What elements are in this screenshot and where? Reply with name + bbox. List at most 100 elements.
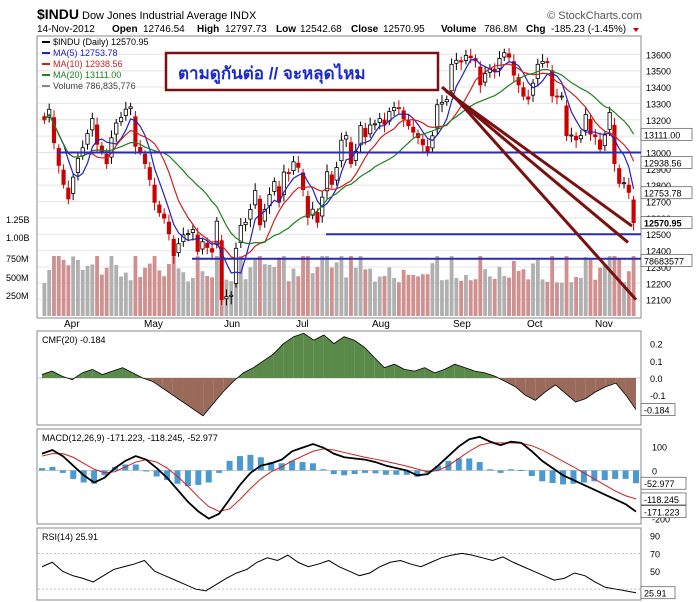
macd-histogram-bar bbox=[164, 470, 171, 481]
rsi-tick-label: 90 bbox=[650, 531, 660, 541]
price-tick-label: 13600 bbox=[646, 50, 671, 60]
macd-tag-box bbox=[640, 476, 687, 490]
volume-bar bbox=[435, 256, 440, 316]
volume-bar bbox=[401, 269, 406, 316]
candle-body bbox=[420, 138, 425, 146]
candle-body bbox=[186, 233, 191, 235]
volume-bar bbox=[607, 256, 612, 316]
candle-body bbox=[75, 157, 81, 173]
volume-bar bbox=[167, 264, 171, 316]
cmf-area-segment bbox=[253, 360, 264, 378]
candle-body bbox=[588, 119, 593, 135]
candle-body bbox=[593, 134, 598, 138]
macd-histogram-bar bbox=[299, 462, 306, 471]
macd-histogram-bar bbox=[49, 466, 56, 471]
candle-body bbox=[128, 106, 133, 109]
macd-histogram-bar bbox=[466, 458, 473, 471]
volume-bar bbox=[574, 277, 579, 316]
price-tick-label: 12400 bbox=[646, 247, 671, 257]
month-label: May bbox=[144, 319, 163, 330]
volume-bar bbox=[114, 265, 119, 316]
macd-histogram-bar bbox=[507, 469, 514, 471]
low-value: 12542.68 bbox=[300, 24, 342, 35]
candle-body bbox=[545, 61, 550, 64]
quote-date: 14-Nov-2012 bbox=[37, 24, 95, 35]
volume-bar bbox=[377, 276, 382, 316]
price-tick-label: 13000 bbox=[646, 148, 671, 158]
index-name: Dow Jones Industrial Average bbox=[82, 10, 227, 22]
macd-line bbox=[41, 435, 637, 520]
volume-bar bbox=[109, 256, 114, 316]
symbol: $INDU bbox=[37, 6, 79, 22]
cmf-area-segment bbox=[595, 378, 606, 392]
volume-bar bbox=[416, 276, 420, 316]
candle-body bbox=[516, 77, 521, 86]
candle-body bbox=[176, 243, 181, 254]
price-tick-label: 12200 bbox=[646, 279, 671, 289]
price-tick-label: 13200 bbox=[646, 116, 671, 126]
candle-body bbox=[617, 168, 622, 184]
candle-body bbox=[459, 60, 464, 63]
candle-body bbox=[152, 184, 157, 203]
price-tag: 13111.00 bbox=[644, 130, 680, 140]
macd-signal-line bbox=[41, 442, 637, 512]
price-tick-label: 12900 bbox=[646, 165, 671, 175]
rsi-line bbox=[41, 552, 637, 594]
candle-body bbox=[540, 60, 545, 64]
candles bbox=[42, 48, 636, 306]
macd-histogram-bar bbox=[216, 470, 223, 473]
candle-body bbox=[118, 117, 124, 123]
candle-body bbox=[339, 139, 344, 162]
macd-histogram-bar bbox=[612, 470, 619, 479]
volume-bar bbox=[578, 277, 583, 316]
macd-histogram-bar bbox=[257, 457, 264, 471]
price-tag: 12753.78 bbox=[644, 189, 682, 199]
volume-bar bbox=[200, 271, 205, 316]
volume-bar bbox=[133, 256, 138, 316]
legend-entry: MA(20) 13111.00 bbox=[53, 70, 121, 80]
volume-bar bbox=[353, 267, 358, 316]
cmf-area-segment bbox=[565, 378, 576, 403]
volume-bar bbox=[267, 264, 272, 316]
volume-bar bbox=[42, 283, 47, 316]
rsi-tick-label: 50 bbox=[650, 567, 660, 577]
moving-average-lines bbox=[43, 58, 635, 274]
macd-histogram-bar bbox=[289, 460, 296, 471]
candle-body bbox=[229, 294, 234, 297]
cmf-area-segment bbox=[535, 378, 546, 401]
cmf-area-segment bbox=[263, 353, 274, 378]
candle-body bbox=[286, 172, 291, 174]
volume-bar bbox=[363, 269, 368, 316]
cmf-area-segment bbox=[394, 364, 405, 378]
price-tag: 78683577 bbox=[644, 256, 684, 266]
candle-body bbox=[368, 124, 373, 135]
volume-bar bbox=[104, 267, 109, 316]
candle-body bbox=[382, 119, 387, 125]
candle-body bbox=[61, 169, 66, 185]
macd-histogram-bar bbox=[622, 470, 629, 479]
volume-bar bbox=[152, 256, 157, 316]
month-label: Jul bbox=[296, 319, 309, 330]
volume-bar bbox=[186, 281, 191, 316]
volume-bar bbox=[487, 276, 492, 316]
open-value: 12746.54 bbox=[143, 24, 185, 35]
candle-body bbox=[526, 96, 531, 100]
month-label: Jun bbox=[224, 319, 240, 330]
candle-body bbox=[109, 137, 114, 158]
candle-body bbox=[281, 171, 286, 196]
candle-body bbox=[95, 124, 100, 145]
volume-bar bbox=[478, 256, 483, 316]
macd-histogram-bar bbox=[393, 470, 400, 475]
volume-bar bbox=[147, 263, 152, 316]
macd-histogram-bar bbox=[435, 465, 441, 471]
candle-body bbox=[502, 52, 507, 58]
candle-body bbox=[497, 58, 502, 69]
cmf-area-segment bbox=[323, 335, 334, 378]
volume-bar bbox=[583, 257, 588, 316]
trend-line bbox=[448, 90, 638, 301]
macd-histogram-bar bbox=[247, 454, 254, 471]
volume-bar bbox=[531, 263, 535, 316]
candle-body bbox=[612, 124, 617, 164]
cmf-tick-label: -0.1 bbox=[650, 391, 666, 401]
